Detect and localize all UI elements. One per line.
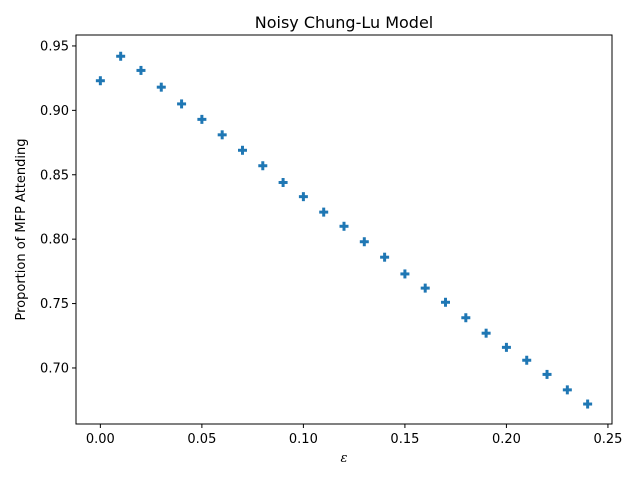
y-tick-label: 0.90 [40, 104, 69, 119]
data-point [95, 76, 105, 86]
data-point [197, 114, 207, 124]
x-axis-label: ε [341, 451, 348, 466]
y-tick-label: 0.95 [40, 39, 69, 54]
data-point [116, 51, 126, 61]
data-point [441, 297, 451, 307]
data-point [339, 221, 349, 231]
data-point [319, 207, 329, 217]
y-tick-label: 0.75 [40, 297, 69, 312]
chart-title: Noisy Chung-Lu Model [255, 13, 434, 32]
data-point [522, 355, 532, 365]
x-tick-label: 0.10 [289, 432, 318, 447]
data-point [359, 237, 369, 247]
x-tick-label: 0.25 [593, 432, 622, 447]
y-tick-label: 0.80 [40, 233, 69, 248]
plot-area [75, 34, 613, 425]
axes-frame [75, 34, 613, 425]
y-axis-label: Proportion of MFP Attending [14, 139, 29, 321]
data-point [298, 192, 308, 202]
data-point [156, 82, 166, 92]
data-point [562, 385, 572, 395]
data-point [501, 342, 511, 352]
x-tick-label: 0.15 [390, 432, 419, 447]
x-tick-label: 0.05 [187, 432, 216, 447]
data-point [258, 161, 268, 171]
data-point [542, 369, 552, 379]
data-point [380, 252, 390, 262]
data-point [420, 283, 430, 293]
data-point [237, 145, 247, 155]
data-point [583, 399, 593, 409]
y-tick-label: 0.70 [40, 361, 69, 376]
x-axis: 0.00 0.05 0.10 0.15 0.20 0.25 [86, 424, 622, 447]
data-point [481, 328, 491, 338]
data-point [461, 313, 471, 323]
data-point [400, 269, 410, 279]
x-tick-label: 0.20 [492, 432, 521, 447]
x-tick-label: 0.00 [86, 432, 115, 447]
data-points [95, 51, 593, 409]
data-point [136, 65, 146, 75]
data-point [177, 99, 187, 109]
y-tick-label: 0.85 [40, 168, 69, 183]
data-point [278, 177, 288, 187]
y-axis: 0.70 0.75 0.80 0.85 0.90 0.95 [40, 39, 76, 376]
data-point [217, 130, 227, 140]
